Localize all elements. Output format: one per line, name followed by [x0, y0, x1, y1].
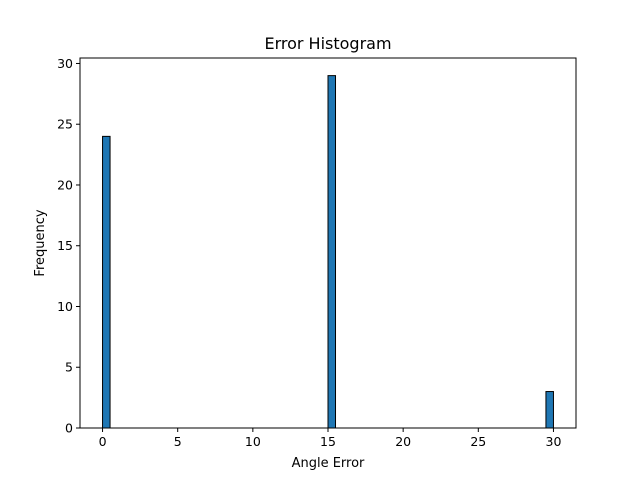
y-tick-label-10: 10: [57, 299, 73, 314]
y-tick-label-15: 15: [57, 238, 73, 253]
x-tick-label-25: 25: [470, 434, 486, 449]
x-axis-label: Angle Error: [292, 456, 365, 471]
x-tick-label-10: 10: [245, 434, 261, 449]
x-axis-ticks: 0 5 10 15 20 25 30: [99, 428, 562, 449]
y-tick-label-5: 5: [65, 360, 73, 375]
x-tick-label-5: 5: [174, 434, 182, 449]
y-tick-label-0: 0: [65, 421, 73, 436]
histogram-bar-0: [102, 135, 111, 429]
x-tick-label-20: 20: [395, 434, 411, 449]
histogram-bar-1: [327, 75, 337, 429]
y-tick-label-20: 20: [57, 177, 73, 192]
histogram-bar-2: [545, 391, 554, 429]
x-tick-label-15: 15: [320, 434, 336, 449]
chart-title: Error Histogram: [264, 34, 391, 53]
y-tick-label-25: 25: [57, 117, 73, 132]
y-axis-ticks: 0 5 10 15 20 25 30: [57, 56, 80, 436]
y-tick-label-30: 30: [57, 56, 73, 71]
x-tick-label-0: 0: [99, 434, 107, 449]
x-tick-label-30: 30: [546, 434, 562, 449]
y-axis-label: Frequency: [33, 209, 48, 276]
